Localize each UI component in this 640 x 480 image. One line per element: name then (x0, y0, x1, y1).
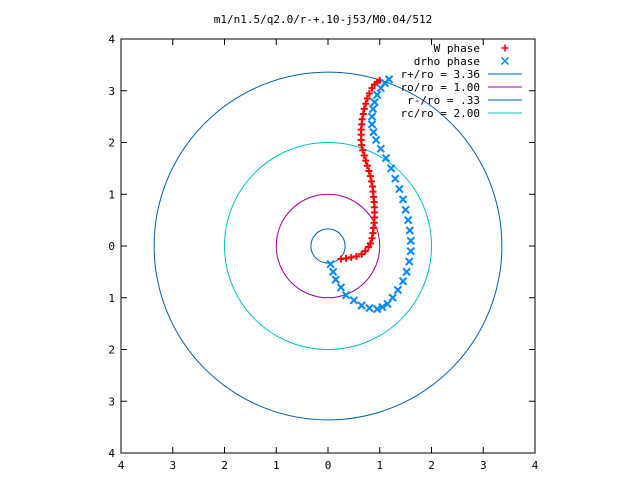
data-point (402, 267, 411, 277)
data-point (388, 293, 397, 302)
legend-label: rc/ro = 2.00 (401, 107, 480, 120)
legend-label: W phase (434, 42, 480, 55)
reference-circle (153, 71, 503, 421)
data-point (363, 95, 371, 103)
data-point (406, 246, 416, 256)
data-point (366, 239, 374, 247)
data-point (398, 195, 408, 204)
reference-circle (275, 193, 381, 299)
data-point (404, 215, 413, 225)
data-point (331, 275, 340, 284)
chart-title: m1/n1.5/q2.0/r-+.10-j53/M0.04/512 (214, 13, 433, 26)
legend-label: r+/ro = 3.36 (401, 68, 480, 81)
y-tick-label: 4 (108, 447, 115, 460)
legend-label: r-/ro = .33 (407, 94, 480, 107)
data-point (405, 226, 414, 235)
data-point (365, 89, 373, 97)
data-point (370, 97, 379, 107)
x-tick-label: 1 (376, 459, 383, 472)
x-tick-label: 4 (532, 459, 539, 472)
data-point (372, 304, 382, 314)
y-tick-label: 1 (108, 188, 115, 201)
data-point (393, 285, 403, 295)
data-point (367, 120, 377, 129)
data-point (359, 110, 367, 118)
data-point (362, 157, 370, 165)
data-point (364, 243, 372, 251)
data-point (384, 75, 394, 84)
data-point (371, 135, 381, 145)
legend-marker (500, 56, 510, 66)
data-point (352, 252, 360, 260)
data-point (367, 112, 377, 121)
reference-circle (310, 228, 346, 264)
data-point (357, 301, 366, 310)
data-point (395, 184, 404, 194)
data-point (363, 162, 371, 170)
y-tick-label: 3 (108, 85, 115, 98)
data-point (349, 296, 359, 305)
data-point (369, 127, 378, 137)
y-tick-label: 4 (108, 33, 115, 46)
data-point (326, 259, 335, 269)
data-point (328, 267, 338, 277)
data-point (360, 105, 368, 113)
data-point (368, 84, 376, 92)
data-point (368, 234, 376, 242)
data-point (342, 254, 350, 262)
y-tick-label: 0 (108, 240, 115, 253)
data-point (336, 283, 346, 292)
data-point (405, 257, 414, 266)
legend-label: ro/ro = 1.00 (401, 81, 480, 94)
data-point (341, 290, 351, 300)
x-tick-label: 3 (169, 459, 176, 472)
data-point (360, 151, 368, 159)
data-point (376, 144, 385, 153)
data-point (358, 115, 366, 123)
data-point (372, 90, 382, 100)
data-point (361, 247, 369, 255)
x-tick-label: 4 (118, 459, 125, 472)
data-point (386, 164, 396, 173)
legend-marker (501, 44, 509, 52)
x-tick-label: 3 (480, 459, 487, 472)
reference-circle (224, 142, 432, 350)
x-tick-label: 0 (325, 459, 332, 472)
data-point (369, 182, 377, 190)
data-point (381, 153, 391, 163)
x-tick-label: 2 (428, 459, 435, 472)
data-series (326, 75, 416, 314)
data-point (367, 177, 375, 185)
data-point (359, 146, 367, 154)
data-point (398, 276, 408, 286)
data-point (366, 172, 374, 180)
y-tick-label: 1 (108, 292, 115, 305)
data-point (362, 100, 370, 108)
y-tick-label: 3 (108, 395, 115, 408)
reference-circles (153, 71, 503, 421)
y-tick-label: 2 (108, 137, 115, 150)
data-point (358, 250, 366, 258)
data-point (406, 236, 416, 246)
data-point (391, 174, 400, 183)
data-point (365, 303, 374, 313)
data-point (401, 205, 410, 214)
data-point (347, 253, 355, 261)
x-tick-label: 2 (221, 459, 228, 472)
data-point (365, 167, 373, 175)
data-point (368, 104, 378, 114)
data-point (378, 302, 387, 312)
legend-label: drho phase (414, 55, 480, 68)
y-tick-label: 2 (108, 344, 115, 357)
x-tick-label: 1 (273, 459, 280, 472)
